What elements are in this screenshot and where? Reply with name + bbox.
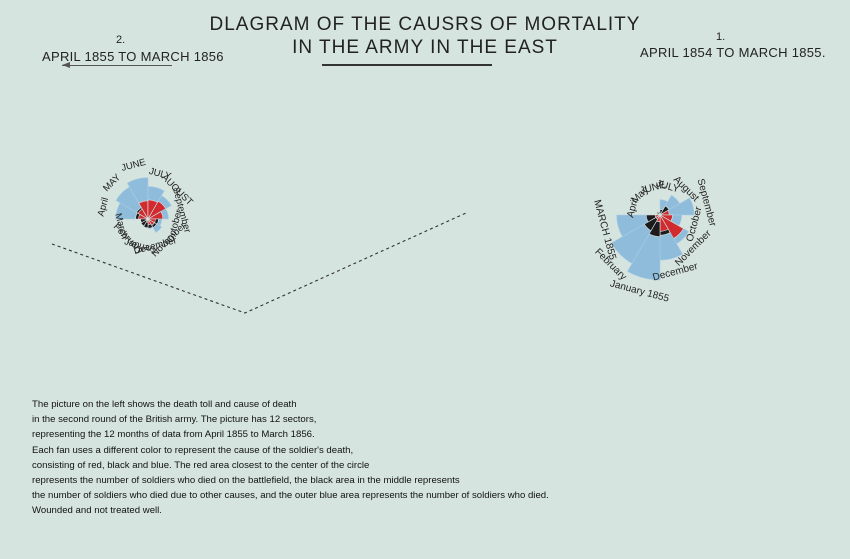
title-line-1: DLAGRAM OF THE CAUSRS OF MORTALITY — [209, 14, 641, 35]
left-diagram-period: APRIL 1855 TO MARCH 1856 — [42, 49, 224, 64]
month-label: April — [96, 196, 112, 217]
month-label: January 1855 — [609, 278, 671, 304]
description-line: in the second round of the British army.… — [32, 414, 317, 426]
red-wedge-march — [145, 218, 150, 221]
description: The picture on the left shows the death … — [32, 397, 549, 519]
description-line: represents the number of soldiers who di… — [32, 475, 460, 487]
month-label: April — [625, 197, 641, 219]
right-diagram-number: 1. — [716, 31, 726, 43]
description-line: The picture on the left shows the death … — [32, 399, 297, 410]
right-diagram-period: APRIL 1854 TO MARCH 1855. — [640, 45, 826, 60]
description-line: the number of soldiers who died due to o… — [32, 490, 549, 502]
title-underline — [322, 64, 492, 66]
connector-line — [51, 212, 467, 314]
red-wedge-september — [146, 211, 164, 220]
title-line-2: IN THE ARMY IN THE EAST — [292, 37, 558, 58]
black-wedge-february — [140, 218, 149, 227]
left-diagram-number: 2. — [116, 34, 126, 46]
description-line: representing the 12 months of data from … — [32, 429, 315, 441]
description-line: Each fan uses a different color to repre… — [32, 444, 354, 456]
left-period-underline — [62, 65, 172, 66]
month-label: MAY — [101, 172, 123, 194]
description-line: consisting of red, black and blue. The r… — [32, 459, 370, 471]
month-label: JUNE — [120, 157, 147, 174]
rose-1854-1855: AprilMayJUNEJULYAugustSeptemberOctoberNo… — [591, 174, 718, 305]
description-line: Wounded and not treated well. — [32, 505, 162, 517]
rose-1855-1856: AprilMAYJUNEJULYAUGUSTSeptemberOctoberNo… — [96, 157, 195, 259]
red-wedge-march-1855 — [654, 214, 662, 218]
